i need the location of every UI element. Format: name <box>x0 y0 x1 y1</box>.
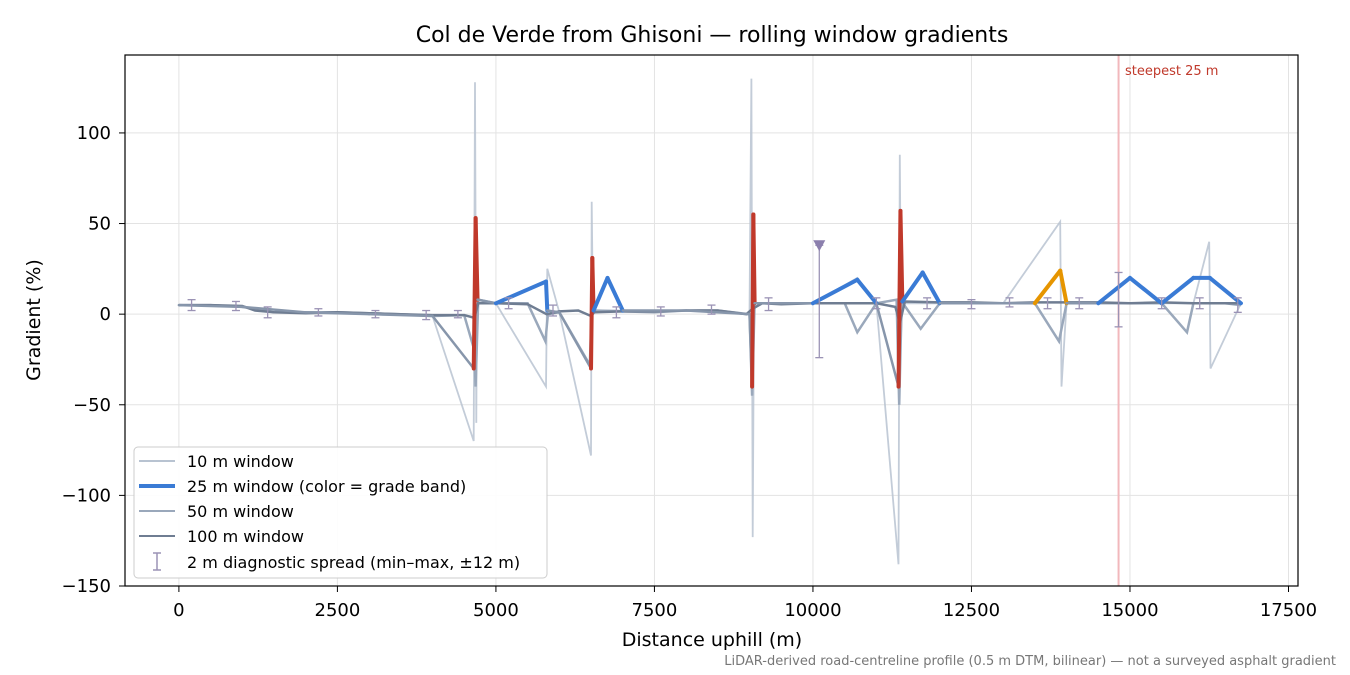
series-25m-segment <box>473 216 480 302</box>
series-25m-segment <box>1159 275 1196 306</box>
series-25m-segment <box>1096 275 1132 306</box>
series-25m-segment <box>177 303 244 309</box>
spread-errorbar <box>707 304 716 315</box>
series-25m-segment <box>855 277 879 306</box>
footnote: LiDAR-derived road-centreline profile (0… <box>724 654 1336 669</box>
legend-label-100m: 100 m window <box>187 527 304 546</box>
spread-errorbar <box>314 308 323 317</box>
chart-title: Col de Verde from Ghisoni — rolling wind… <box>416 23 1009 48</box>
spread-errorbar <box>923 297 932 310</box>
series-25m-segment <box>431 314 475 370</box>
series-25m-segment <box>493 279 549 306</box>
series-25m-segment <box>304 311 371 316</box>
legend: 10 m window 25 m window (color = grade b… <box>133 446 548 579</box>
spread-errorbar <box>656 306 665 317</box>
spread-errorbar <box>453 309 462 319</box>
x-tick-label: 5000 <box>473 600 519 621</box>
y-tick-label: 0 <box>100 304 111 325</box>
spread-errorbar <box>872 297 881 310</box>
series-25m-segment <box>898 208 905 304</box>
spread-errorbar <box>1075 297 1084 310</box>
series-25m-segment <box>875 302 900 388</box>
series-25m-segment <box>810 277 860 306</box>
legend-box <box>133 446 548 579</box>
legend-label-spread: 2 m diagnostic spread (min–max, ±12 m) <box>187 553 520 572</box>
series-25m-segment <box>591 275 610 313</box>
spread-errorbar <box>764 297 773 312</box>
series-25m-segment <box>900 270 925 304</box>
x-tick-label: 0 <box>173 600 184 621</box>
legend-label-50m: 50 m window <box>187 502 294 521</box>
steepest-label: steepest 25 m <box>1125 64 1218 79</box>
series-25m-segment <box>476 298 498 305</box>
x-axis: 0 2500 5000 7500 10000 12500 15000 17500 <box>173 586 1317 621</box>
plot-content <box>177 55 1243 586</box>
spread-errorbar <box>422 309 431 321</box>
series-25m-segment <box>544 279 550 313</box>
spread-errorbar <box>1157 297 1166 310</box>
spread-errorbar <box>263 306 272 319</box>
peak-marker <box>813 240 826 252</box>
x-axis-label: Distance uphill (m) <box>622 629 802 651</box>
series-25m-segment <box>558 311 593 370</box>
x-tick-label: 7500 <box>632 600 678 621</box>
series-25m-segment <box>241 305 307 314</box>
spread-errorbar <box>504 297 513 310</box>
spread-errorbar <box>1195 297 1204 310</box>
series-25m-segment <box>684 309 751 316</box>
x-tick-label: 10000 <box>784 600 841 621</box>
spread-errorbar <box>1043 297 1052 310</box>
spread-errorbar <box>548 304 557 317</box>
plot-frame <box>124 54 1299 587</box>
y-tick-label: 100 <box>77 123 111 144</box>
series-25m-segment <box>1127 275 1164 306</box>
spread-errorbar <box>371 309 380 319</box>
x-tick-label: 12500 <box>943 600 1000 621</box>
series-25m-segment <box>751 212 757 306</box>
spread-errorbar <box>1114 271 1123 328</box>
series-25m-segment <box>1032 268 1063 306</box>
x-tick-label: 17500 <box>1260 600 1317 621</box>
spread-errorbar <box>967 299 976 310</box>
y-axis-label: Gradient (%) <box>23 259 45 381</box>
series-25m-segment <box>367 312 434 318</box>
legend-swatch-spread <box>153 552 161 571</box>
series-25m-segment <box>920 270 942 306</box>
y-tick-label: −100 <box>62 485 111 506</box>
y-tick-label: −50 <box>73 395 111 416</box>
spread-errorbar <box>187 299 196 312</box>
series-25m-segment <box>1207 275 1243 306</box>
legend-label-10m: 10 m window <box>187 452 294 471</box>
x-tick-label: 15000 <box>1101 600 1158 621</box>
spread-errorbar <box>231 300 240 312</box>
series-25m-segment <box>590 255 596 313</box>
y-axis: 100 50 0 −50 −100 −150 <box>62 123 125 597</box>
spread-errorbar <box>1233 297 1242 313</box>
y-tick-label: 50 <box>88 214 111 235</box>
series-25m-segment <box>1058 268 1069 306</box>
series-25m-segment <box>605 275 625 313</box>
legend-label-25m: 25 m window (color = grade band) <box>187 477 466 496</box>
spread-errorbar <box>1005 297 1014 308</box>
spread-errorbar <box>612 306 621 319</box>
x-tick-label: 2500 <box>315 600 361 621</box>
y-tick-label: −150 <box>62 576 111 597</box>
